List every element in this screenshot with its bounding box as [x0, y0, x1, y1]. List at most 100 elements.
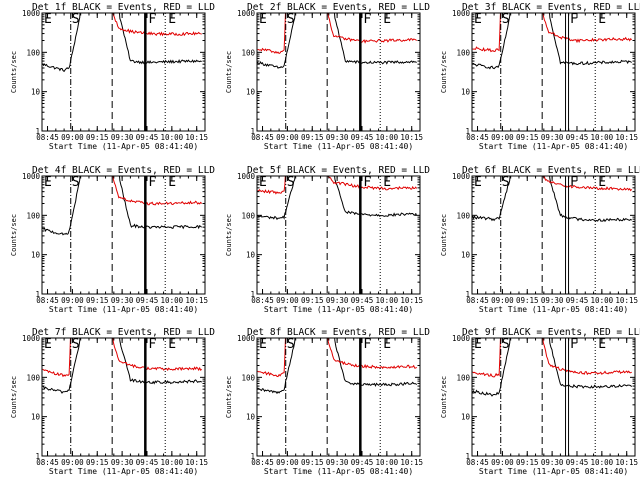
series-line-events [472, 338, 633, 397]
panel-title: Det 8f BLACK = Events, RED = LLD [247, 327, 430, 338]
x-tick-label: 09:15 [516, 133, 539, 142]
y-tick-label: 1000 [452, 9, 471, 18]
phase-marker: S [287, 337, 295, 352]
x-tick-label: 10:00 [161, 458, 184, 467]
y-axis-label: Counts/sec [440, 214, 448, 256]
y-tick-label: 10 [246, 413, 256, 422]
phase-marker: E [44, 12, 52, 27]
x-tick-label: 09:45 [566, 458, 589, 467]
phase-marker: E [44, 337, 52, 352]
phase-marker: S [287, 175, 295, 190]
x-tick-label: 09:30 [541, 458, 564, 467]
panel-title: Det 9f BLACK = Events, RED = LLD [462, 327, 640, 338]
series-line-events [42, 338, 203, 394]
series-line-lld [42, 338, 203, 378]
x-tick-label: 09:00 [276, 458, 299, 467]
x-tick-label: 08:45 [251, 296, 274, 305]
series-line-events [42, 176, 202, 236]
series-line-lld [257, 13, 417, 55]
phase-marker: F [363, 175, 371, 190]
phase-marker: F [570, 12, 578, 27]
plot-frame [256, 175, 421, 295]
y-tick-label: 1000 [452, 172, 471, 181]
plot-frame [471, 337, 636, 457]
x-tick-label: 09:00 [491, 133, 514, 142]
x-tick-label: 09:15 [516, 296, 539, 305]
x-tick-label: 10:15 [615, 296, 638, 305]
phase-marker: F [148, 12, 156, 27]
x-tick-label: 09:00 [491, 296, 514, 305]
y-tick-label: 10 [31, 413, 41, 422]
y-tick-label: 100 [456, 373, 470, 382]
phase-marker: S [502, 175, 510, 190]
phase-marker: E [259, 12, 267, 27]
x-axis-label: Start Time (11-Apr-05 08:41:40) [479, 142, 628, 151]
y-tick-label: 10 [246, 88, 256, 97]
x-axis-label: Start Time (11-Apr-05 08:41:40) [264, 142, 413, 151]
y-tick-label: 1 [465, 290, 470, 299]
y-tick-label: 100 [241, 373, 255, 382]
x-tick-label: 09:45 [351, 296, 374, 305]
x-tick-label: 09:15 [86, 458, 109, 467]
plot-frame [41, 175, 206, 295]
x-tick-label: 08:45 [251, 458, 274, 467]
x-tick-label: 10:15 [400, 133, 423, 142]
series-line-events [472, 176, 633, 223]
x-axis-label: Start Time (11-Apr-05 08:41:40) [49, 305, 198, 314]
x-tick-label: 09:45 [136, 458, 159, 467]
phase-marker: E [259, 175, 267, 190]
x-tick-label: 08:45 [36, 133, 59, 142]
x-tick-label: 10:00 [376, 458, 399, 467]
y-tick-label: 10 [461, 88, 471, 97]
x-tick-label: 10:00 [161, 296, 184, 305]
y-tick-label: 100 [241, 48, 255, 57]
series-line-events [42, 13, 202, 73]
x-tick-label: 10:15 [400, 296, 423, 305]
x-tick-label: 10:15 [185, 133, 208, 142]
phase-marker: S [502, 337, 510, 352]
y-tick-label: 100 [241, 211, 255, 220]
plot-frame [41, 12, 206, 132]
y-tick-label: 1 [465, 127, 470, 136]
x-tick-label: 09:30 [541, 296, 564, 305]
y-axis-label: Counts/sec [10, 51, 18, 93]
x-tick-label: 09:45 [351, 133, 374, 142]
series-line-events [257, 176, 418, 221]
x-tick-label: 10:00 [161, 133, 184, 142]
x-axis-label: Start Time (11-Apr-05 08:41:40) [479, 467, 628, 476]
phase-marker: F [570, 175, 578, 190]
series-line-lld [257, 338, 417, 378]
series-line-lld [472, 338, 632, 378]
x-tick-label: 09:45 [136, 296, 159, 305]
y-tick-label: 1000 [237, 172, 256, 181]
y-tick-label: 1 [35, 452, 40, 461]
x-tick-label: 10:00 [591, 296, 614, 305]
phase-marker: S [72, 175, 80, 190]
y-tick-label: 1 [35, 127, 40, 136]
phase-marker: E [168, 12, 176, 27]
x-tick-label: 09:15 [86, 133, 109, 142]
phase-marker: E [474, 337, 482, 352]
x-tick-label: 09:45 [566, 133, 589, 142]
phase-marker: E [168, 175, 176, 190]
panel-title: Det 6f BLACK = Events, RED = LLD [462, 165, 640, 176]
x-tick-label: 09:00 [61, 458, 84, 467]
x-tick-label: 09:30 [111, 296, 134, 305]
x-tick-label: 09:30 [326, 133, 349, 142]
y-tick-label: 1000 [22, 9, 41, 18]
y-tick-label: 1 [250, 290, 255, 299]
y-tick-label: 1 [250, 127, 255, 136]
plot-frame [471, 175, 636, 295]
x-tick-label: 08:45 [36, 458, 59, 467]
y-tick-label: 100 [26, 211, 40, 220]
phase-marker: E [168, 337, 176, 352]
x-tick-label: 09:00 [276, 133, 299, 142]
x-axis-label: Start Time (11-Apr-05 08:41:40) [49, 467, 198, 476]
phase-marker: S [502, 12, 510, 27]
